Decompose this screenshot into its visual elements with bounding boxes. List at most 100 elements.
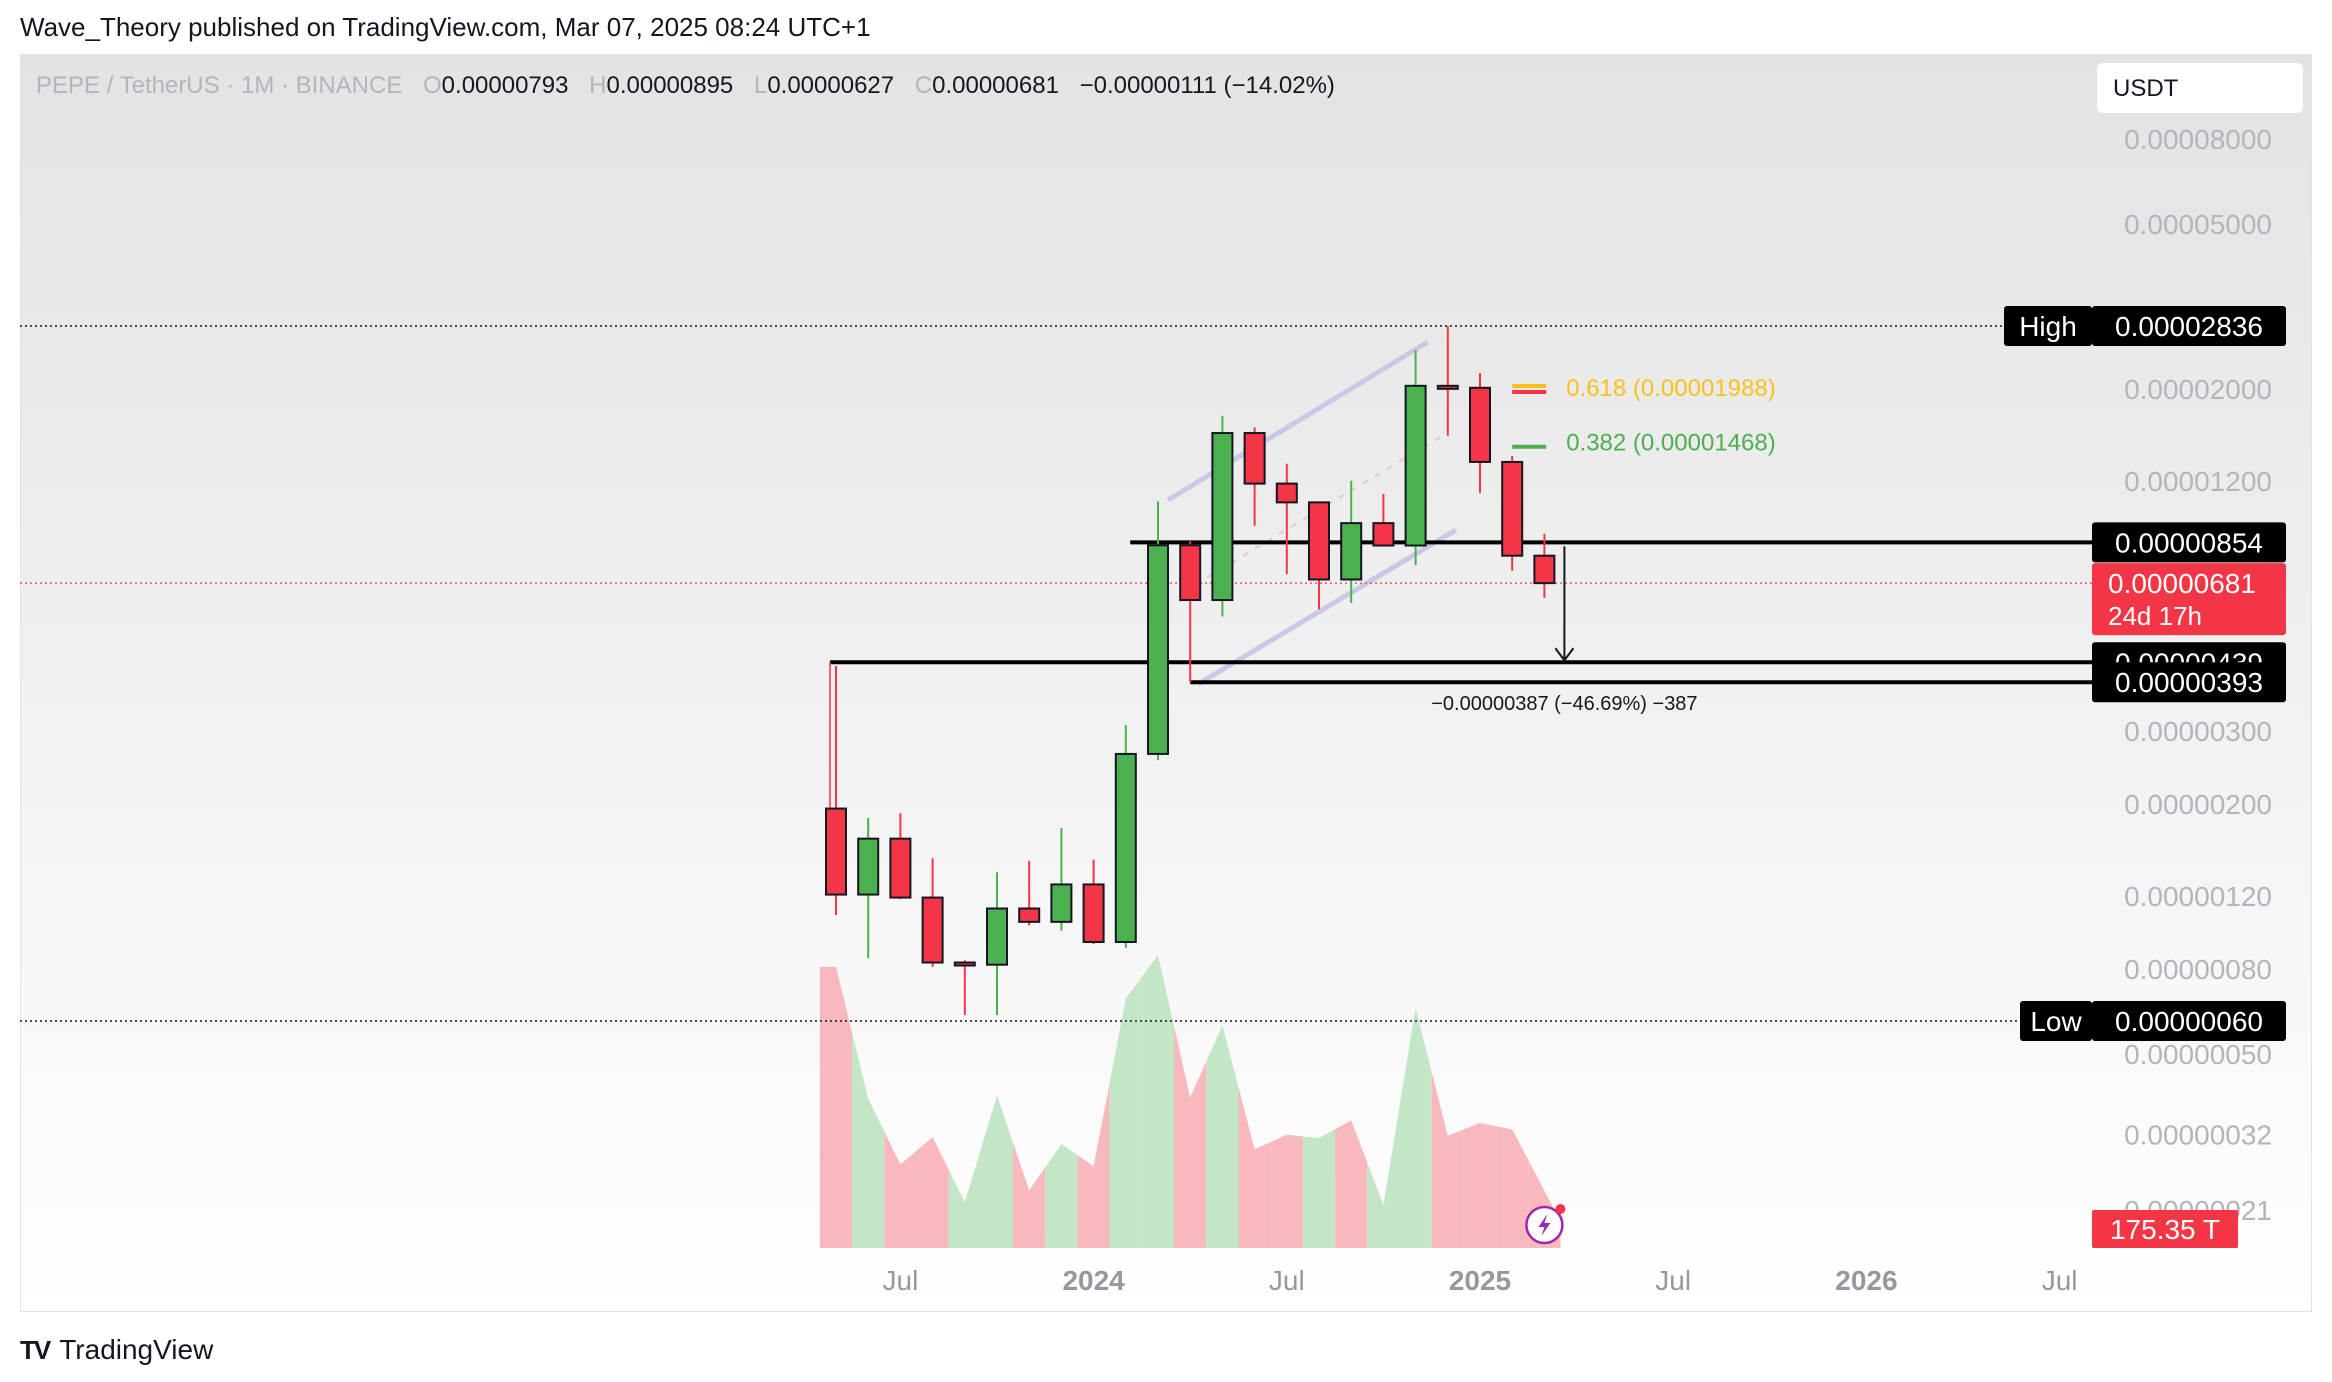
- level-price-0.00002836: 0.00002836: [2092, 306, 2286, 346]
- x-axis-tick: Jul: [1269, 1265, 1305, 1296]
- y-axis-tick: 0.00000080: [2124, 954, 2272, 985]
- volume-segment: [1174, 1026, 1207, 1248]
- channel-drawing: [1166, 339, 1458, 687]
- candles: [825, 326, 1556, 1016]
- candle-body: [1179, 544, 1202, 602]
- fib-382-label: 0.382 (0.00001468): [1566, 430, 1776, 457]
- x-axis-tick: Jul: [2042, 1265, 2078, 1296]
- y-axis: 0.00008000 0.00005000 0.00002000 0.00001200…: [2124, 124, 2272, 1226]
- volume-segment: [1109, 976, 1142, 1248]
- candle-body: [1404, 384, 1427, 547]
- candle-body: [1501, 460, 1524, 557]
- level-tag-high-text: High: [2019, 311, 2077, 342]
- currency-selector[interactable]: USDT: [2096, 62, 2304, 114]
- volume-segment: [852, 1032, 885, 1248]
- volume-segment: [1077, 1082, 1110, 1248]
- channel-upper-line: [1166, 339, 1430, 503]
- candle-body: [825, 807, 847, 896]
- volume-segment: [1463, 1123, 1497, 1248]
- volume-segment: [1496, 1126, 1529, 1248]
- y-axis-tick: 0.00000050: [2124, 1039, 2272, 1070]
- low-label: L: [753, 72, 768, 99]
- measure-label: −0.00000387 (−46.69%) −387: [1431, 693, 1697, 715]
- volume-segment: [1206, 1025, 1239, 1248]
- ohlc-legend: PEPE / TetherUS · 1M · BINANCE O0.000007…: [36, 72, 1349, 100]
- volume-segment: [884, 1131, 917, 1248]
- volume-segment: [1045, 1144, 1078, 1248]
- level-tag-low: Low: [2020, 1001, 2092, 1041]
- candle-body: [1050, 883, 1073, 923]
- current-price-box: [2092, 563, 2286, 636]
- close-label: C: [914, 72, 933, 99]
- candle-body: [921, 896, 944, 964]
- volume-segment: [819, 966, 853, 1248]
- volume-segment: [1302, 1129, 1336, 1248]
- level-price-0.00000854-bg: [2092, 522, 2286, 563]
- y-axis-tick: 0.00001200: [2124, 466, 2272, 497]
- level-price-0.00000060: 0.00000060: [2092, 1001, 2286, 1041]
- notification-dot: [1555, 1204, 1566, 1214]
- candle-body: [889, 837, 912, 899]
- volume-segment: [916, 1136, 949, 1248]
- x-axis: Jul 2024 Jul 2025 Jul 2026 Jul: [883, 1265, 2078, 1296]
- level-price-0.00000393-text: 0.00000393: [2115, 667, 2263, 698]
- y-axis-tick: 0.00005000: [2124, 209, 2272, 240]
- level-lines: [20, 325, 2096, 1022]
- candle-body: [986, 907, 1008, 966]
- volume-area: [819, 955, 1561, 1248]
- candle-body: [1469, 386, 1491, 463]
- current-price-value: 0.00000681: [2108, 568, 2256, 599]
- x-axis-tick: 2024: [1062, 1265, 1125, 1296]
- volume-segment: [1335, 1120, 1368, 1248]
- lightning-glyph-icon: [1538, 1214, 1551, 1236]
- level-price-0.00002836-text: 0.00002836: [2115, 311, 2263, 342]
- level-tag-high: High: [2004, 306, 2092, 346]
- volume-label: 175.35 T: [2110, 1214, 2220, 1245]
- open-label: O: [423, 72, 442, 99]
- level-price-0.00000393-bg: [2092, 662, 2286, 703]
- candle-body: [1275, 482, 1298, 504]
- level-price-0.00000393: 0.00000393: [2092, 662, 2286, 703]
- candle-body: [857, 837, 880, 896]
- volume-segment: [1367, 1106, 1400, 1248]
- tradingview-brand: TradingView: [59, 1334, 214, 1365]
- candle-body: [1243, 432, 1266, 485]
- publisher-line: Wave_Theory published on TradingView.com…: [20, 12, 871, 42]
- candle-body: [1082, 883, 1105, 944]
- price-labels: High 0.00002836 Low 0.00000060 0.00000854 0.0…: [2004, 306, 2286, 1248]
- volume-label-box: [2092, 1210, 2238, 1248]
- level-tag-high-bg: [2004, 306, 2092, 346]
- candle-body: [953, 961, 976, 967]
- level-price-0.00000854-text: 0.00000854: [2115, 527, 2263, 558]
- volume-segment: [1399, 1008, 1432, 1248]
- change-value: −0.00000111 (−14.02%): [1079, 72, 1335, 99]
- volume-segment: [1238, 1087, 1271, 1248]
- level-price-0.00000854: 0.00000854: [2092, 522, 2286, 563]
- measure-arrow-head: [1554, 647, 1575, 662]
- candle-body: [1436, 384, 1459, 390]
- y-axis-tick: 0.00002000: [2124, 374, 2272, 405]
- volume-segment: [1141, 955, 1175, 1248]
- level-price-0.00000060-bg: [2092, 1001, 2286, 1041]
- x-axis-tick: 2025: [1449, 1265, 1511, 1296]
- x-axis-tick: Jul: [1655, 1265, 1691, 1296]
- fib-618-label: 0.618 (0.00001988): [1566, 375, 1776, 402]
- volume-segment: [1013, 1142, 1046, 1248]
- channel-lower-line: [1196, 527, 1458, 687]
- current-price-countdown: 24d 17h: [2108, 601, 2202, 631]
- symbol-name[interactable]: PEPE / TetherUS · 1M · BINANCE: [36, 72, 403, 99]
- volume-segment: [980, 1095, 1014, 1248]
- close-value: 0.00000681: [932, 72, 1059, 99]
- candle-body: [1372, 522, 1395, 547]
- y-axis-tick: 0.00000200: [2124, 789, 2272, 820]
- open-value: 0.00000793: [441, 72, 569, 99]
- y-axis-tick: 0.00000032: [2124, 1119, 2272, 1150]
- low-value: 0.00000627: [767, 72, 895, 99]
- high-label: H: [589, 72, 607, 99]
- tradingview-logo[interactable]: TV TradingView: [20, 1334, 213, 1366]
- candle-body: [1211, 432, 1234, 602]
- volume-segment: [1270, 1134, 1303, 1248]
- annotations: 0.618 (0.00001988) 0.382 (0.00001468) −0.0…: [1431, 375, 1776, 1245]
- y-axis-tick: 0.00000120: [2124, 881, 2272, 912]
